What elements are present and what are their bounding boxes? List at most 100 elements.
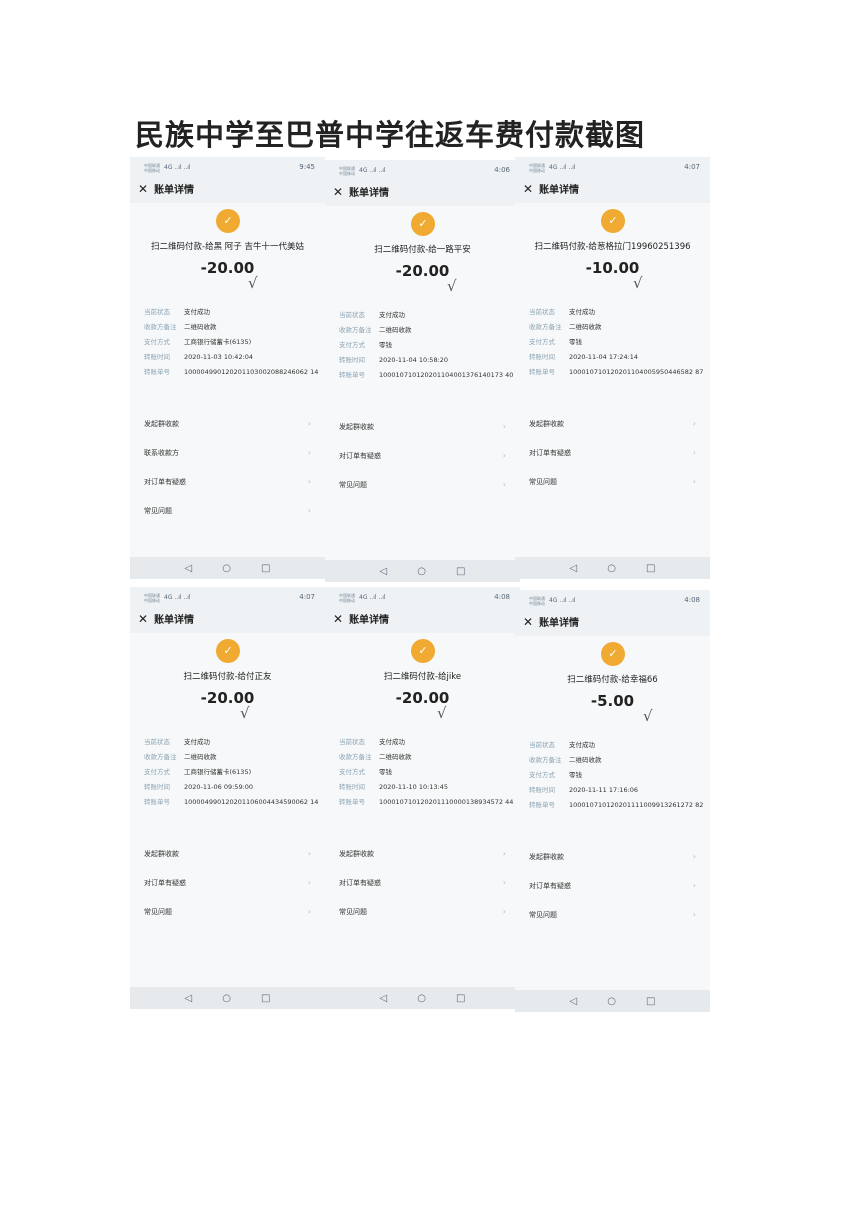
detail-value: 工商银行储蓄卡(6135) bbox=[184, 768, 252, 776]
money-bag-icon: ✓ bbox=[601, 209, 625, 233]
menu-item[interactable]: 发起群收款 › bbox=[515, 842, 710, 871]
detail-value: 2020-11-04 10:58:20 bbox=[379, 356, 449, 364]
menu-item[interactable]: 常见问题 › bbox=[130, 496, 325, 525]
menu-item[interactable]: 常见问题 › bbox=[325, 897, 520, 926]
handwritten-check-icon: √ bbox=[240, 704, 250, 722]
chevron-right-icon: › bbox=[307, 907, 311, 916]
detail-row: 收款方备注 二维码收款 bbox=[339, 753, 514, 768]
chevron-right-icon: › bbox=[502, 480, 506, 489]
payment-amount: -20.00 bbox=[200, 259, 255, 277]
chevron-right-icon: › bbox=[692, 910, 696, 919]
detail-value: 支付成功 bbox=[379, 738, 405, 746]
chevron-right-icon: › bbox=[502, 422, 506, 431]
detail-row: 收款方备注 二维码收款 bbox=[339, 326, 514, 341]
menu-item[interactable]: 对订单有疑惑 › bbox=[515, 871, 710, 900]
home-icon[interactable]: ○ bbox=[417, 992, 426, 1004]
menu-item[interactable]: 对订单有疑惑 › bbox=[325, 868, 520, 897]
detail-value: 零钱 bbox=[379, 341, 392, 349]
detail-value: 2020-11-06 09:59:00 bbox=[184, 783, 254, 791]
payment-amount: -20.00 bbox=[395, 262, 450, 280]
menu-item-label: 常见问题 bbox=[339, 907, 367, 916]
signal-icon: 4G ..ıl ..ıl bbox=[549, 597, 576, 604]
detail-label: 转账单号 bbox=[339, 798, 365, 806]
back-icon[interactable]: ◁ bbox=[184, 562, 193, 574]
payment-title: 扫二维码付款-给幸福66 bbox=[567, 675, 658, 685]
detail-row: 转账单号 100004990120201106004434590062 14 bbox=[144, 798, 319, 813]
chevron-right-icon: › bbox=[307, 477, 311, 486]
back-icon[interactable]: ◁ bbox=[184, 992, 193, 1004]
close-icon[interactable]: ✕ bbox=[523, 181, 534, 196]
menu-item[interactable]: 常见问题 › bbox=[515, 900, 710, 929]
menu-item[interactable]: 发起群收款 › bbox=[515, 409, 710, 438]
back-icon[interactable]: ◁ bbox=[379, 992, 388, 1004]
nav-bar: ◁ ○ □ bbox=[130, 987, 325, 1009]
menu-item[interactable]: 发起群收款 › bbox=[130, 839, 325, 868]
menu-item[interactable]: 对订单有疑惑 › bbox=[130, 467, 325, 496]
back-icon[interactable]: ◁ bbox=[569, 995, 578, 1007]
menu-item[interactable]: 常见问题 › bbox=[515, 467, 710, 496]
close-icon[interactable]: ✕ bbox=[333, 611, 344, 626]
status-bar: 中国联通 中国移动 4G ..ıl ..ıl 4:07 ✕ 账单详情 bbox=[515, 157, 710, 203]
recents-icon[interactable]: □ bbox=[260, 562, 271, 574]
detail-label: 当前状态 bbox=[529, 308, 555, 316]
back-icon[interactable]: ◁ bbox=[379, 565, 388, 577]
signal-icon: 4G ..ıl ..ıl bbox=[359, 167, 386, 174]
detail-row: 支付方式 工商银行储蓄卡(6135) bbox=[144, 338, 319, 353]
detail-row: 当前状态 支付成功 bbox=[144, 308, 319, 323]
chevron-right-icon: › bbox=[307, 849, 311, 858]
home-icon[interactable]: ○ bbox=[607, 995, 616, 1007]
close-icon[interactable]: ✕ bbox=[138, 611, 149, 626]
status-bar: 中国联通 中国移动 4G ..ıl ..ıl 9:45 ✕ 账单详情 bbox=[130, 157, 325, 203]
detail-label: 转账时间 bbox=[339, 356, 365, 364]
menu-item[interactable]: 对订单有疑惑 › bbox=[515, 438, 710, 467]
menu-item[interactable]: 联系收款方 › bbox=[130, 438, 325, 467]
home-icon[interactable]: ○ bbox=[417, 565, 426, 577]
menu-item[interactable]: 发起群收款 › bbox=[325, 839, 520, 868]
clock: 4:08 bbox=[684, 596, 700, 604]
recents-icon[interactable]: □ bbox=[645, 995, 656, 1007]
home-icon[interactable]: ○ bbox=[607, 562, 616, 574]
menu-item[interactable]: 对订单有疑惑 › bbox=[325, 441, 520, 470]
recents-icon[interactable]: □ bbox=[645, 562, 656, 574]
detail-row: 当前状态 支付成功 bbox=[529, 741, 704, 756]
payment-title: 扫二维码付款-给jike bbox=[383, 672, 462, 682]
detail-label: 支付方式 bbox=[339, 341, 365, 349]
detail-value: 支付成功 bbox=[569, 308, 595, 316]
header-title: 账单详情 bbox=[539, 185, 580, 196]
chevron-right-icon: › bbox=[692, 881, 696, 890]
detail-label: 当前状态 bbox=[144, 738, 170, 746]
menu-item[interactable]: 常见问题 › bbox=[325, 470, 520, 499]
payment-amount: -20.00 bbox=[200, 689, 255, 707]
detail-label: 收款方备注 bbox=[144, 753, 177, 761]
menu-item[interactable]: 发起群收款 › bbox=[130, 409, 325, 438]
nav-bar: ◁ ○ □ bbox=[130, 557, 325, 579]
detail-value: 2020-11-03 10:42:04 bbox=[184, 353, 254, 361]
recents-icon[interactable]: □ bbox=[455, 565, 466, 577]
recents-icon[interactable]: □ bbox=[260, 992, 271, 1004]
close-icon[interactable]: ✕ bbox=[333, 184, 344, 199]
detail-value: 100004990120201103002088246062 14 bbox=[184, 368, 319, 376]
close-icon[interactable]: ✕ bbox=[138, 181, 149, 196]
clock: 9:45 bbox=[299, 163, 315, 171]
menu-item[interactable]: 发起群收款 › bbox=[325, 412, 520, 441]
close-icon[interactable]: ✕ bbox=[523, 614, 534, 629]
menu-item-label: 发起群收款 bbox=[339, 422, 374, 431]
handwritten-check-icon: √ bbox=[437, 704, 447, 722]
detail-row: 支付方式 零钱 bbox=[339, 341, 514, 356]
detail-row: 转账单号 100004990120201103002088246062 14 bbox=[144, 368, 319, 383]
detail-value: 100010710120201111009913261272 82 bbox=[569, 801, 704, 809]
home-icon[interactable]: ○ bbox=[222, 992, 231, 1004]
detail-label: 支付方式 bbox=[144, 338, 170, 346]
status-bar: 中国联通 中国移动 4G ..ıl ..ıl 4:06 ✕ 账单详情 bbox=[325, 160, 520, 206]
home-icon[interactable]: ○ bbox=[222, 562, 231, 574]
detail-value: 100004990120201106004434590062 14 bbox=[184, 798, 319, 806]
detail-row: 支付方式 零钱 bbox=[529, 771, 704, 786]
menu-item[interactable]: 对订单有疑惑 › bbox=[130, 868, 325, 897]
payment-screenshot: 中国联通 中国移动 4G ..ıl ..ıl 4:08 ✕ 账单详情 ✓ 扫二维码… bbox=[515, 590, 710, 1012]
recents-icon[interactable]: □ bbox=[455, 992, 466, 1004]
menu-item[interactable]: 常见问题 › bbox=[130, 897, 325, 926]
back-icon[interactable]: ◁ bbox=[569, 562, 578, 574]
menu-item-label: 常见问题 bbox=[529, 910, 557, 919]
detail-row: 当前状态 支付成功 bbox=[339, 738, 514, 753]
detail-label: 当前状态 bbox=[339, 311, 365, 319]
